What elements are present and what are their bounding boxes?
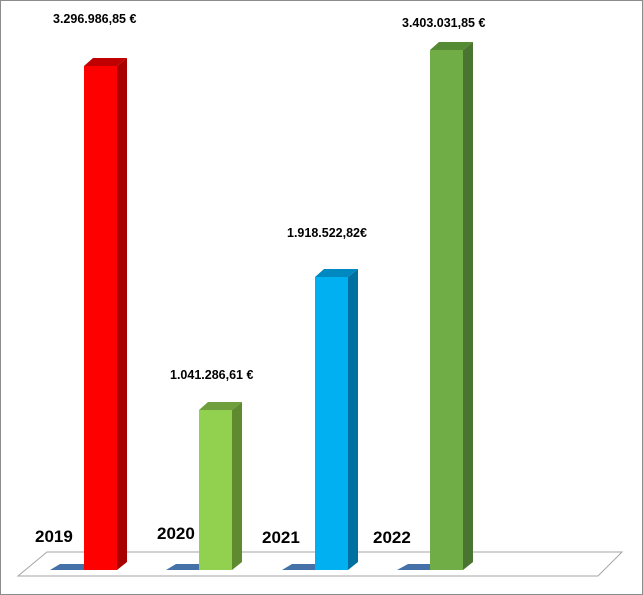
bar-2019[interactable] [84, 58, 127, 570]
bar-shadow-2022 [397, 564, 431, 570]
bar-2022[interactable] [430, 42, 473, 570]
value-label-2020: 1.041.286,61 € [170, 368, 254, 382]
bar-2021[interactable] [315, 269, 358, 570]
bar-shadow-2019 [50, 564, 84, 570]
value-label-2019: 3.296.986,85 € [53, 12, 137, 26]
bar-shadow-2021 [282, 564, 315, 570]
bar-2020[interactable] [199, 402, 242, 570]
bar-shadow-2020 [166, 564, 199, 570]
value-label-2021: 1.918.522,82€ [287, 226, 367, 240]
value-label-2022: 3.403.031,85 € [402, 16, 486, 30]
year-label-2019: 2019 [35, 527, 73, 546]
year-label-2021: 2021 [262, 528, 300, 547]
year-label-2020: 2020 [157, 524, 195, 543]
year-label-2022: 2022 [373, 528, 411, 547]
